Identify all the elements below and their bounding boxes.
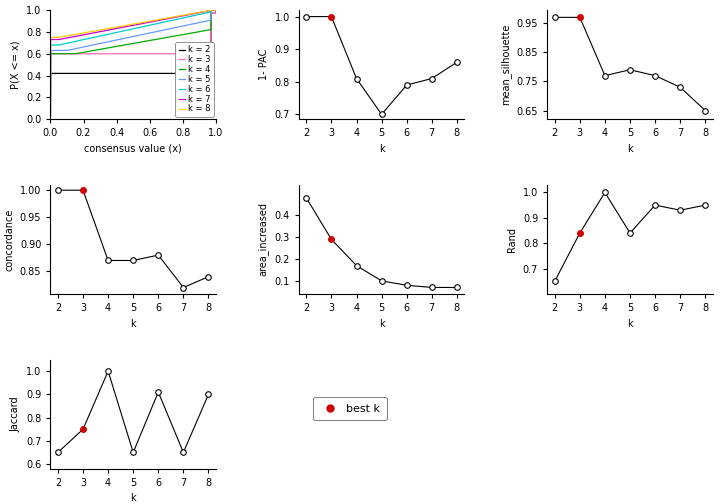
- k = 8: [113, 24, 122, 30]
- k = 7: [207, 7, 215, 13]
- Line: k = 6: k = 6: [50, 10, 216, 119]
- k = 7: [178, 13, 186, 19]
- k = 4: [207, 7, 215, 13]
- k = 6: [175, 16, 184, 22]
- k = 8: [63, 33, 71, 39]
- k = 7: [175, 14, 184, 20]
- X-axis label: k: k: [130, 319, 136, 329]
- X-axis label: k: k: [130, 493, 136, 503]
- k = 8: [175, 13, 184, 19]
- Y-axis label: mean_silhouette: mean_silhouette: [500, 24, 511, 105]
- Y-axis label: P(X <= x): P(X <= x): [11, 40, 20, 89]
- k = 6: [113, 29, 122, 35]
- k = 3: [63, 51, 71, 57]
- k = 3: [160, 51, 168, 57]
- k = 6: [160, 19, 168, 25]
- k = 5: [46, 116, 55, 122]
- k = 6: [207, 7, 215, 13]
- k = 7: [63, 35, 71, 41]
- Y-axis label: Jaccard: Jaccard: [11, 396, 20, 432]
- Legend: best k: best k: [312, 397, 387, 420]
- Legend: k = 2, k = 3, k = 4, k = 5, k = 6, k = 7, k = 8: k = 2, k = 3, k = 4, k = 5, k = 6, k = 7…: [175, 42, 214, 117]
- k = 3: [212, 7, 220, 13]
- X-axis label: k: k: [627, 144, 633, 154]
- k = 2: [178, 71, 186, 77]
- X-axis label: k: k: [379, 319, 384, 329]
- k = 8: [212, 7, 220, 13]
- k = 4: [160, 35, 168, 41]
- k = 7: [113, 25, 122, 31]
- k = 2: [119, 71, 127, 77]
- k = 7: [119, 24, 127, 30]
- k = 6: [46, 116, 55, 122]
- k = 5: [119, 36, 127, 42]
- k = 4: [175, 32, 184, 38]
- Y-axis label: 1- PAC: 1- PAC: [259, 49, 269, 80]
- k = 5: [63, 47, 71, 53]
- k = 8: [119, 23, 127, 29]
- k = 3: [46, 116, 55, 122]
- k = 5: [113, 37, 122, 43]
- k = 4: [178, 32, 186, 38]
- Line: k = 4: k = 4: [50, 10, 216, 119]
- k = 2: [175, 71, 184, 77]
- k = 2: [63, 71, 71, 77]
- Line: k = 3: k = 3: [50, 10, 216, 119]
- k = 6: [63, 40, 71, 46]
- k = 4: [119, 42, 127, 48]
- k = 8: [207, 7, 215, 13]
- k = 8: [160, 16, 168, 22]
- Y-axis label: Rand: Rand: [508, 227, 517, 252]
- k = 6: [212, 7, 220, 13]
- k = 3: [119, 51, 127, 57]
- k = 2: [46, 116, 55, 122]
- k = 8: [46, 116, 55, 122]
- k = 6: [178, 15, 186, 21]
- k = 5: [160, 27, 168, 33]
- k = 5: [178, 23, 186, 29]
- k = 4: [212, 7, 220, 13]
- X-axis label: k: k: [379, 144, 384, 154]
- Line: k = 7: k = 7: [50, 10, 216, 119]
- k = 7: [46, 116, 55, 122]
- k = 5: [175, 24, 184, 30]
- k = 5: [212, 7, 220, 13]
- k = 7: [160, 16, 168, 22]
- Y-axis label: concordance: concordance: [4, 208, 14, 271]
- k = 6: [119, 28, 127, 34]
- k = 2: [113, 71, 122, 77]
- Line: k = 5: k = 5: [50, 10, 216, 119]
- Y-axis label: area_increased: area_increased: [258, 203, 269, 276]
- X-axis label: k: k: [627, 319, 633, 329]
- k = 3: [113, 51, 122, 57]
- k = 8: [178, 12, 186, 18]
- k = 4: [113, 43, 122, 49]
- k = 4: [46, 116, 55, 122]
- k = 4: [63, 51, 71, 57]
- k = 2: [160, 71, 168, 77]
- X-axis label: consensus value (x): consensus value (x): [84, 144, 182, 154]
- k = 3: [175, 51, 184, 57]
- k = 3: [178, 51, 186, 57]
- k = 5: [207, 7, 215, 13]
- Line: k = 2: k = 2: [50, 10, 216, 119]
- k = 2: [212, 7, 220, 13]
- Line: k = 8: k = 8: [50, 10, 216, 119]
- k = 7: [212, 7, 220, 13]
